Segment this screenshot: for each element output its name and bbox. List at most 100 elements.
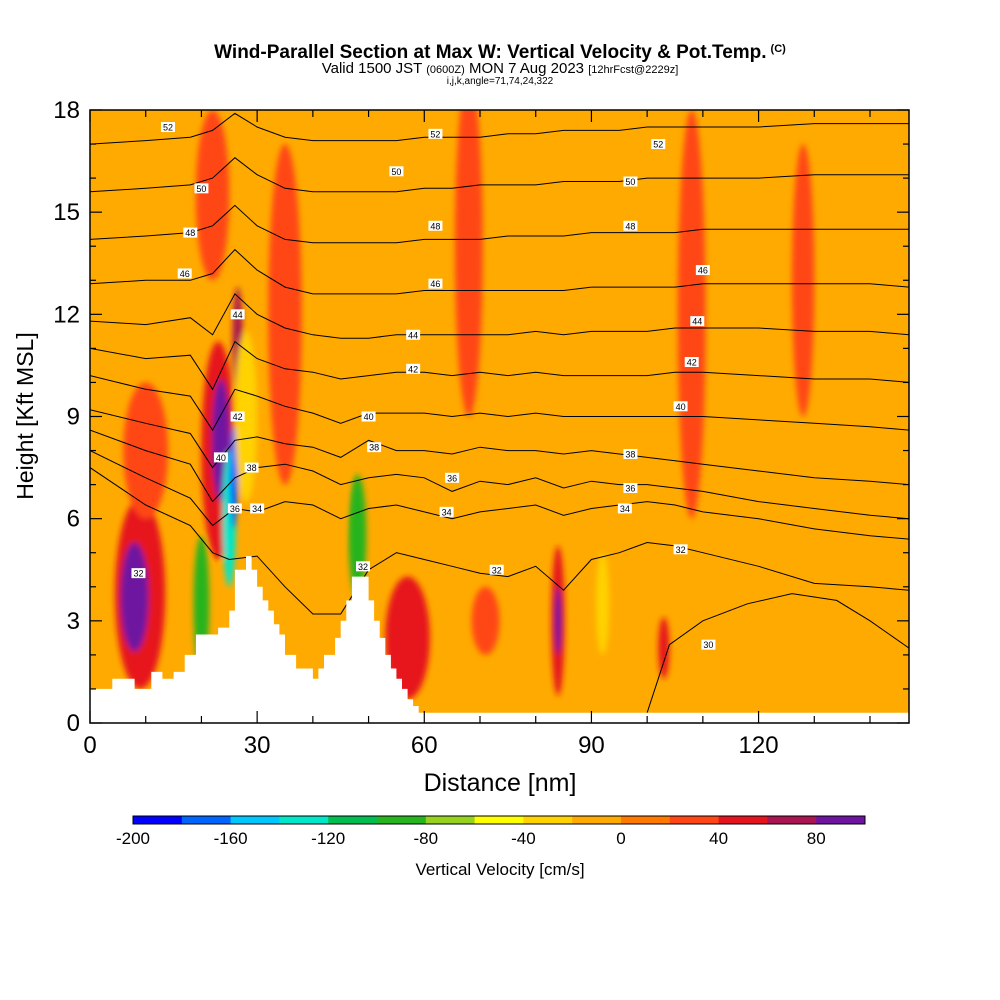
- velocity-region: [385, 576, 430, 700]
- contour-label: 34: [617, 503, 632, 514]
- colorbar-tick-label: 0: [616, 829, 625, 848]
- contour-label-text: 38: [247, 463, 257, 473]
- contour-label: 32: [489, 564, 504, 575]
- contour-label-bg: [230, 309, 245, 320]
- x-tick-label: 60: [411, 732, 438, 759]
- y-tick-label: 6: [67, 506, 80, 533]
- contour-label-bg: [695, 265, 710, 276]
- valid-date-text: MON 7 Aug 2023: [468, 60, 585, 77]
- contour-label-bg: [623, 220, 638, 231]
- contour-label-bg: [161, 122, 175, 133]
- contour-label-text: 40: [216, 453, 226, 463]
- contour-label-bg: [194, 183, 209, 194]
- contour-label-text: 42: [233, 412, 243, 422]
- contour-label-text: 40: [364, 412, 374, 422]
- contour-label-text: 42: [408, 364, 418, 374]
- contour-label: 50: [194, 183, 209, 194]
- x-tick-label: 90: [578, 732, 605, 759]
- contour-label-bg: [673, 544, 688, 555]
- colorbar-tick-label: -200: [116, 829, 150, 848]
- valid-time-line: Valid 1500 JST (0600Z) MON 7 Aug 2023 [1…: [0, 60, 1000, 79]
- contour-label-text: 34: [442, 507, 452, 517]
- contour-label: 46: [177, 268, 192, 279]
- contour-label-text: 48: [625, 221, 635, 231]
- contour-label: 40: [361, 411, 376, 422]
- colorbar-tick-label: 40: [709, 829, 728, 848]
- theta-contour-48: [90, 204, 909, 244]
- contour-label-text: 48: [430, 221, 440, 231]
- contour-label-bg: [183, 227, 198, 238]
- colorbar-tick-label: -120: [311, 829, 345, 848]
- contour-label-bg: [623, 448, 638, 459]
- colorbar-tick-label: -80: [414, 829, 439, 848]
- x-axis: 0 30 60 90 120: [83, 110, 871, 759]
- contour-label: 46: [695, 265, 710, 276]
- contour-label-text: 52: [163, 123, 173, 133]
- contour-label-bg: [684, 357, 699, 368]
- contour-label-text: 32: [676, 545, 686, 555]
- terrain-mask: [90, 556, 909, 723]
- contour-label-text: 36: [625, 484, 635, 494]
- y-tick-label: 0: [67, 710, 80, 737]
- colorbar-tick-label: -40: [511, 829, 536, 848]
- contour-label-text: 52: [653, 140, 663, 150]
- forecast-text: [12hrFcst@2229z]: [588, 64, 679, 76]
- velocity-region: [595, 552, 610, 655]
- contour-label-text: 50: [391, 167, 401, 177]
- contour-label-text: 46: [430, 279, 440, 289]
- velocity-region: [554, 586, 562, 655]
- contour-label: 34: [439, 506, 454, 517]
- contour-label: 46: [428, 278, 443, 289]
- contour-label-bg: [213, 452, 228, 463]
- colorbar: -200 -160 -120 -80 -40 0 40 80: [116, 815, 866, 848]
- velocity-region: [792, 144, 815, 417]
- chart-title: Wind-Parallel Section at Max W: Vertical…: [0, 38, 1000, 64]
- y-axis-label: Height [Kft MSL]: [12, 332, 38, 499]
- contour-label-text: 48: [185, 228, 195, 238]
- contour-label: 40: [213, 452, 228, 463]
- contour-label-text: 40: [676, 402, 686, 412]
- colorbar-swatch: [328, 816, 378, 824]
- theta-contour-38: [90, 409, 909, 486]
- contour-label-text: 32: [358, 562, 368, 572]
- contour-label: 38: [244, 462, 259, 473]
- contour-label-bg: [244, 462, 259, 473]
- contour-label-bg: [673, 401, 688, 412]
- y-tick-label: 3: [67, 608, 80, 635]
- contour-label: 52: [651, 139, 666, 150]
- contour-label: 48: [428, 220, 443, 231]
- theta-contour-36: [90, 429, 909, 520]
- contour-label: 48: [183, 227, 198, 238]
- contour-label-text: 42: [687, 358, 697, 368]
- colorbar-swatch: [279, 816, 329, 824]
- contour-label: 34: [250, 503, 265, 514]
- colorbar-swatch: [669, 816, 720, 824]
- contour-label-text: 50: [625, 177, 635, 187]
- contour-label-bg: [623, 483, 638, 494]
- contour-label: 38: [623, 448, 638, 459]
- contour-label-text: 38: [369, 443, 379, 453]
- contour-label-text: 50: [196, 184, 206, 194]
- contour-label-bg: [701, 639, 716, 650]
- chart-title-text: Wind-Parallel Section at Max W: Vertical…: [214, 42, 767, 63]
- colorbar-tick-label: -160: [214, 829, 248, 848]
- contour-label: 32: [356, 561, 370, 572]
- colorbar-swatch: [621, 816, 671, 824]
- theta-contour-46: [90, 248, 909, 295]
- y-tick-label: 15: [53, 199, 80, 226]
- velocity-region: [120, 542, 149, 652]
- velocity-region: [229, 426, 238, 529]
- contour-label-bg: [367, 442, 382, 453]
- velocity-region: [471, 586, 500, 655]
- plot-area: 52 52 52 50 50 50 48 48 48 46 46 46 44 44 44 42 42 42 40 40…: [90, 110, 909, 723]
- contour-label-bg: [177, 268, 192, 279]
- contour-label-bg: [690, 316, 705, 327]
- colorbar-swatch: [572, 816, 622, 824]
- contour-label: 32: [673, 544, 688, 555]
- theta-contour-44: [90, 293, 909, 339]
- contour-label: 50: [389, 166, 404, 177]
- contour-label-bg: [428, 220, 443, 231]
- contour-label-bg: [428, 128, 443, 139]
